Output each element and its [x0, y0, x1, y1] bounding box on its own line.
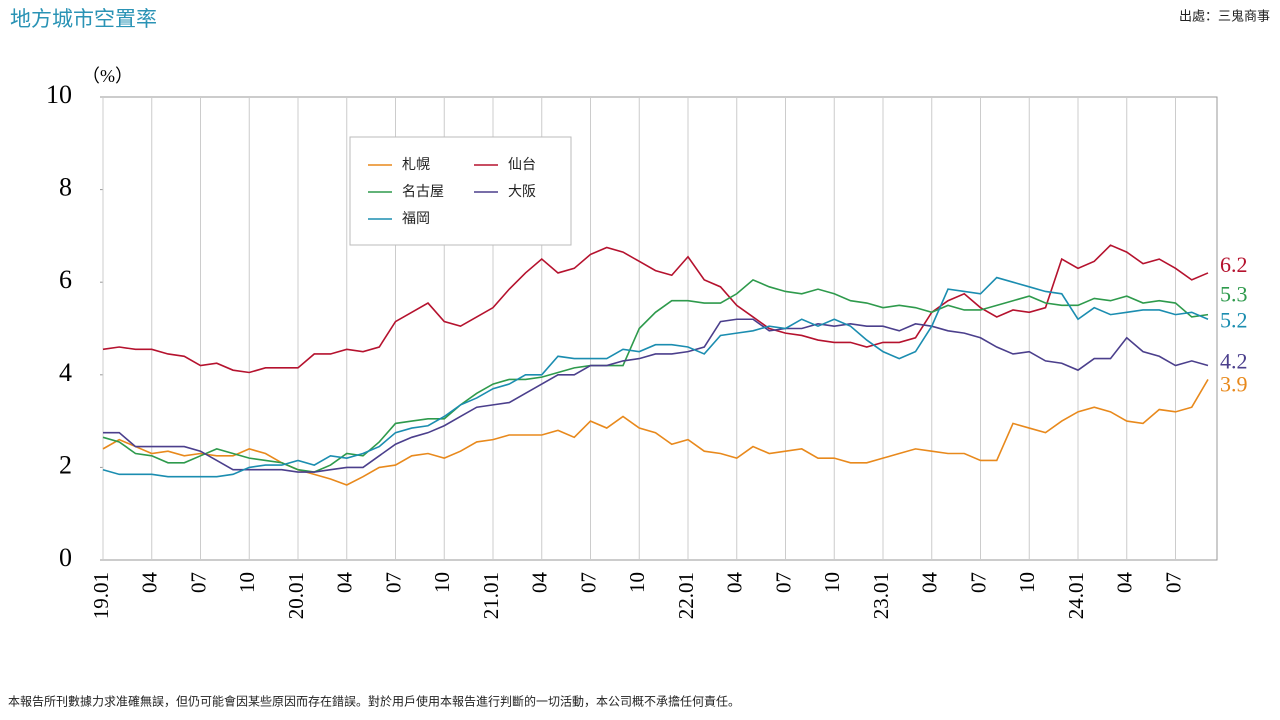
end-label: 6.2 [1220, 252, 1248, 277]
x-tick-label: 10 [625, 572, 649, 593]
series-line [102, 244, 1209, 374]
legend-box [349, 136, 572, 246]
x-tick-label: 07 [966, 572, 990, 593]
legend-label: 名古屋 [402, 184, 444, 200]
disclaimer: 本報告所刊數據力求准確無誤，但仍可能會因某些原因而存在錯誤。對於用戶使用本報告進… [8, 694, 740, 709]
y-tick-label: 0 [59, 543, 72, 572]
x-tick-label: 04 [138, 572, 162, 594]
legend-label: 札幌 [402, 157, 430, 173]
x-tick-label: 10 [1015, 572, 1039, 593]
source: 出處：三鬼商事 [1179, 9, 1270, 25]
y-tick-label: 4 [59, 358, 72, 387]
x-tick-label: 19.01 [89, 572, 113, 619]
x-tick-label: 04 [1113, 572, 1137, 594]
y-tick-label: 10 [46, 80, 72, 109]
series-line [102, 278, 1209, 473]
legend-label: 仙台 [508, 157, 536, 173]
x-tick-label: 10 [235, 572, 259, 593]
legend-label: 福岡 [402, 211, 430, 227]
x-tick-label: 23.01 [869, 572, 893, 619]
x-tick-label: 04 [528, 572, 552, 594]
x-tick-label: 07 [381, 572, 405, 593]
end-label: 4.2 [1220, 349, 1248, 374]
x-tick-label: 04 [918, 572, 942, 594]
x-tick-label: 10 [430, 572, 454, 593]
x-tick-label: 21.01 [479, 572, 503, 619]
series-line [103, 318, 1209, 473]
x-tick-label: 07 [186, 572, 210, 593]
chart-title: 地方城市空置率 [10, 7, 157, 31]
series-line [102, 276, 1209, 478]
x-tick-label: 04 [333, 572, 357, 594]
plot-frame [102, 96, 1218, 561]
x-tick-label: 10 [820, 572, 844, 593]
x-tick-label: 04 [723, 572, 747, 594]
x-tick-label: 24.01 [1064, 572, 1088, 619]
y-tick-label: 8 [59, 173, 72, 202]
y-unit: （%） [82, 66, 133, 86]
end-label: 3.9 [1220, 371, 1248, 396]
x-tick-label: 22.01 [674, 572, 698, 619]
y-tick-label: 2 [59, 450, 72, 479]
x-tick-label: 07 [1161, 572, 1185, 593]
legend-label: 大阪 [508, 184, 536, 200]
y-tick-label: 6 [59, 265, 72, 294]
x-tick-label: 07 [576, 572, 600, 593]
end-label: 5.3 [1220, 282, 1248, 307]
x-tick-label: 07 [771, 572, 795, 593]
end-label: 5.2 [1220, 307, 1248, 332]
x-tick-label: 20.01 [284, 572, 308, 619]
